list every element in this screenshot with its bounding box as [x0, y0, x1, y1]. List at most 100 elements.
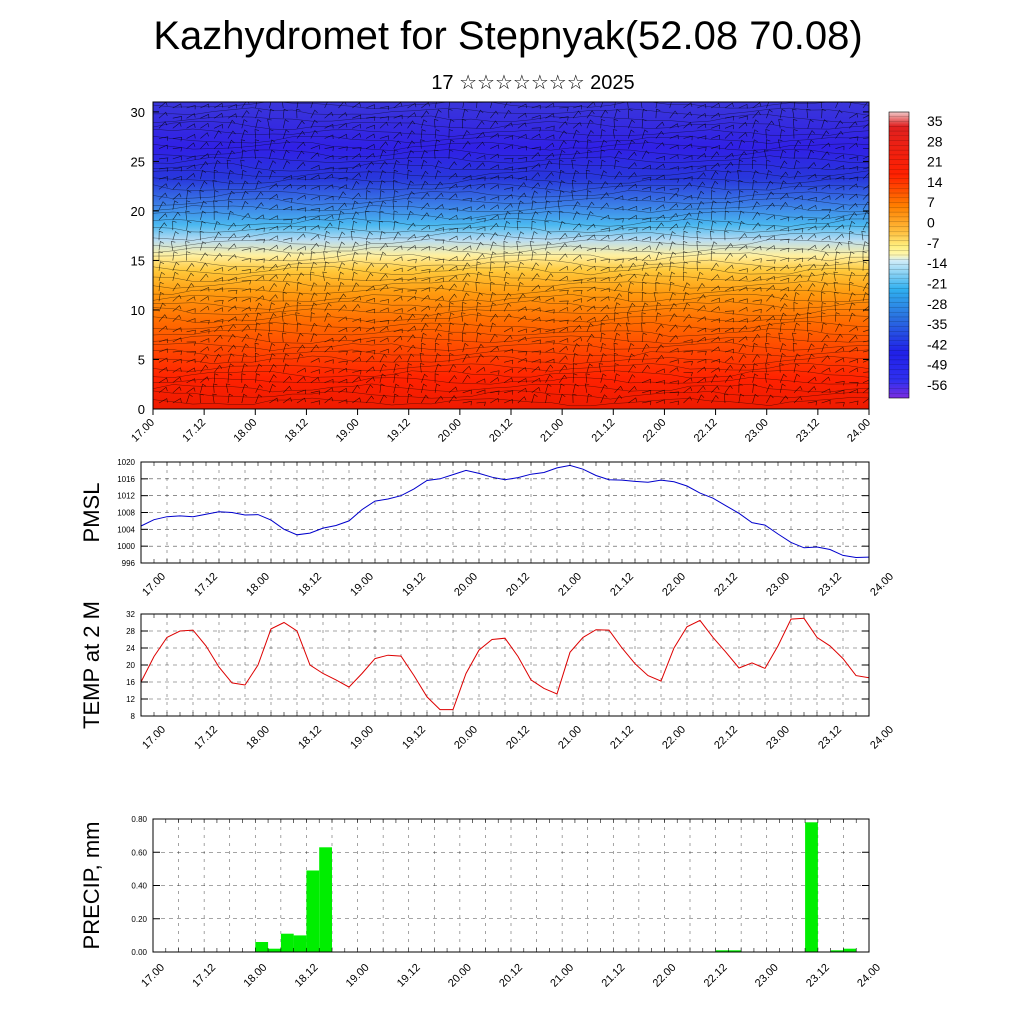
- wind-barb: [200, 287, 210, 292]
- y-tick-label: 25: [131, 154, 145, 169]
- wind-barb: [559, 121, 568, 129]
- wind-barb: [625, 322, 631, 332]
- wind-barb: [365, 262, 374, 271]
- wind-barb: [835, 130, 844, 139]
- wind-barb: [434, 129, 440, 139]
- wind-barb: [200, 319, 210, 325]
- wind-barb: [324, 292, 331, 302]
- wind-barb: [683, 221, 691, 231]
- wind-barb: [531, 127, 542, 132]
- wind-barb: [559, 300, 569, 305]
- wind-barb: [600, 276, 610, 282]
- wind-barb: [848, 261, 853, 271]
- colorbar-label: -21: [927, 275, 947, 291]
- wind-barb: [241, 324, 251, 333]
- wind-barb: [186, 173, 196, 180]
- wind-barb: [697, 282, 705, 292]
- wind-barb: [655, 312, 662, 322]
- contour-line: [153, 238, 869, 248]
- wind-barb: [821, 175, 831, 180]
- wind-barb: [683, 324, 692, 332]
- wind-barb: [296, 120, 305, 129]
- wind-barb: [419, 353, 425, 363]
- wind-barb: [490, 333, 498, 343]
- wind-barb: [683, 350, 693, 355]
- wind-barb: [462, 235, 472, 241]
- wind-barb: [669, 123, 679, 129]
- x-tick-label: 22.12: [712, 724, 740, 752]
- wind-barb: [585, 373, 590, 383]
- wind-barb: [158, 281, 164, 292]
- wind-barb: [254, 342, 259, 353]
- wind-barb: [545, 297, 555, 302]
- wind-barb: [241, 269, 252, 274]
- wind-barb: [586, 342, 593, 353]
- wind-barb: [476, 271, 482, 281]
- x-tick-label: 23.12: [804, 962, 832, 990]
- wind-barb: [213, 200, 218, 210]
- wind-barb: [490, 261, 495, 271]
- wind-barb: [545, 241, 552, 251]
- wind-barb: [807, 302, 813, 312]
- wind-barb: [393, 267, 403, 272]
- wind-barb: [862, 192, 869, 200]
- wind-barb: [240, 159, 245, 170]
- wind-barb: [269, 193, 279, 200]
- wind-barb: [752, 286, 762, 292]
- wind-barb: [545, 160, 553, 170]
- wind-barb: [282, 108, 288, 119]
- wind-barb: [213, 334, 223, 343]
- wind-barb: [614, 206, 624, 211]
- wind-barb: [545, 152, 555, 160]
- wind-barb: [227, 305, 237, 312]
- wind-barb: [545, 393, 551, 404]
- wind-barb: [296, 389, 306, 395]
- wind-barb: [200, 122, 210, 129]
- wind-barb: [572, 383, 579, 393]
- wind-barb: [254, 129, 259, 139]
- wind-barb: [571, 190, 576, 200]
- wind-barb: [379, 200, 387, 210]
- y-tick-label: 20: [131, 204, 145, 219]
- wind-barb: [517, 281, 524, 292]
- wind-barb: [821, 322, 827, 332]
- wind-barb: [379, 284, 389, 292]
- wind-barb: [862, 387, 869, 394]
- wind-barb: [545, 329, 555, 334]
- wind-barb: [821, 151, 830, 160]
- wind-barb: [653, 292, 659, 302]
- wind-barb: [365, 210, 370, 220]
- wind-barb: [366, 350, 376, 355]
- wind-barb: [227, 170, 234, 180]
- wind-barb: [531, 386, 541, 394]
- wind-barb: [517, 122, 527, 129]
- wind-barb: [393, 256, 403, 261]
- wind-barb: [269, 170, 276, 180]
- wind-barb: [186, 104, 196, 110]
- wind-barb: [683, 261, 688, 271]
- wind-barb: [283, 244, 292, 251]
- wind-barb: [158, 144, 168, 150]
- x-tick-label: 23.12: [816, 571, 844, 599]
- wind-barb: [393, 393, 399, 404]
- wind-barb: [241, 333, 250, 343]
- wind-barb: [448, 119, 455, 129]
- wind-barb: [835, 333, 843, 343]
- wind-barb: [572, 110, 582, 119]
- wind-barb: [296, 194, 306, 200]
- wind-barb: [462, 175, 472, 180]
- wind-barb: [614, 302, 621, 312]
- contour-line: [153, 280, 869, 289]
- wind-barb: [572, 324, 582, 333]
- wind-barb: [586, 323, 594, 332]
- wind-barb: [490, 164, 500, 170]
- wind-barb: [572, 265, 582, 272]
- wind-barb: [835, 145, 845, 151]
- wind-barb: [642, 217, 652, 222]
- x-tick-label: 18.00: [241, 962, 269, 990]
- wind-barb: [683, 195, 693, 200]
- y-tick-label: 1012: [117, 492, 135, 501]
- wind-barb: [723, 393, 729, 404]
- wind-barb: [352, 146, 362, 152]
- wind-barb: [310, 164, 320, 170]
